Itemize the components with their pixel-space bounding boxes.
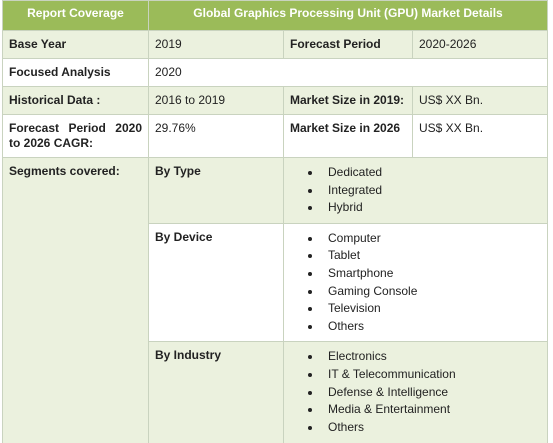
row: Forecast Period 2020 to 2026 CAGR: 29.76… <box>2 114 549 158</box>
segment-item: Gaming Console <box>322 283 541 301</box>
cell: By Type <box>148 157 284 224</box>
cell: US$ XX Bn. <box>411 86 549 115</box>
segment-item: Media & Entertainment <box>322 401 541 419</box>
cell: Base Year <box>2 30 149 59</box>
cell: 2020 <box>147 58 549 87</box>
row: Focused Analysis 2020 <box>2 58 549 87</box>
segment-item: Tablet <box>322 247 541 265</box>
segment-item: Television <box>322 300 541 318</box>
segment-item: Defense & Intelligence <box>322 384 541 402</box>
cell: Market Size in 2026 <box>283 114 413 158</box>
segment-list: ComputerTabletSmartphoneGaming ConsoleTe… <box>290 230 541 336</box>
segment-item: IT & Telecommunication <box>322 366 541 384</box>
segment-item: Smartphone <box>322 265 541 283</box>
cell: By Device <box>148 222 284 343</box>
cell: Forecast Period 2020 to 2026 CAGR: <box>2 114 149 158</box>
segment-item: Others <box>322 419 541 437</box>
segment-item: Hybrid <box>322 199 541 217</box>
row: Historical Data : 2016 to 2019 Market Si… <box>2 86 549 115</box>
row: By Industry ElectronicsIT & Telecommunic… <box>2 341 549 443</box>
cell: 2020-2026 <box>411 30 549 59</box>
row: By Device ComputerTabletSmartphoneGaming… <box>3 222 549 343</box>
cell: Market Size in 2019: <box>283 86 413 115</box>
cell: Forecast Period <box>283 30 413 59</box>
cell: By Industry <box>148 341 284 443</box>
cell: 29.76% <box>148 114 284 158</box>
header-cell: Report Coverage <box>2 0 149 31</box>
cell: Focused Analysis <box>2 58 149 87</box>
segment-list: DedicatedIntegratedHybrid <box>290 164 541 217</box>
cell: US$ XX Bn. <box>411 114 549 158</box>
row: Base Year 2019 Forecast Period 2020-2026 <box>2 30 549 59</box>
segment-item: Others <box>322 318 541 336</box>
segment-item: Dedicated <box>322 164 541 182</box>
segment-item: Integrated <box>322 182 541 200</box>
row: Segments covered: By Type DedicatedInteg… <box>2 156 549 443</box>
segment-list: ElectronicsIT & TelecommunicationDefense… <box>290 348 541 436</box>
cell: DedicatedIntegratedHybrid <box>282 157 549 224</box>
cell: Historical Data : <box>2 86 149 115</box>
segment-item: Computer <box>322 230 541 248</box>
cell: 2019 <box>148 30 284 59</box>
cell: 2016 to 2019 <box>148 86 284 115</box>
segment-item: Electronics <box>322 348 541 366</box>
header-row: Report Coverage Global Graphics Processi… <box>2 0 549 31</box>
cell: ComputerTabletSmartphoneGaming ConsoleTe… <box>282 222 549 343</box>
cell: ElectronicsIT & TelecommunicationDefense… <box>282 341 549 443</box>
header-cell: Global Graphics Processing Unit (GPU) Ma… <box>147 0 549 31</box>
cell: Segments covered: <box>2 156 149 443</box>
